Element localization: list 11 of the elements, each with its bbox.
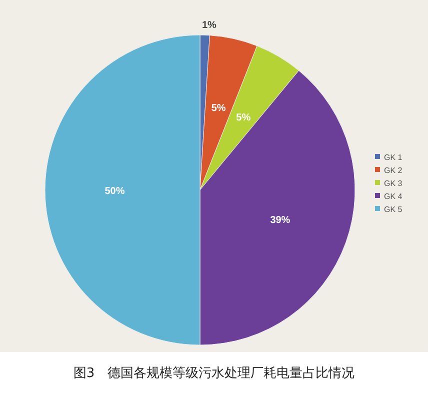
data-label: 5%	[236, 112, 251, 124]
legend-label: GK 1	[384, 153, 403, 162]
legend-label: GK 5	[384, 205, 403, 214]
legend-label: GK 3	[384, 179, 403, 188]
legend-label: GK 2	[384, 166, 403, 175]
data-label: 50%	[104, 186, 125, 197]
data-label: 39%	[270, 214, 290, 226]
legend-label: GK 4	[384, 192, 403, 201]
text: 图3 德国各规模等级污水处理厂耗电量占比情况	[73, 366, 355, 381]
data-label: 5%	[211, 102, 226, 114]
data-label: 1%	[202, 20, 217, 32]
